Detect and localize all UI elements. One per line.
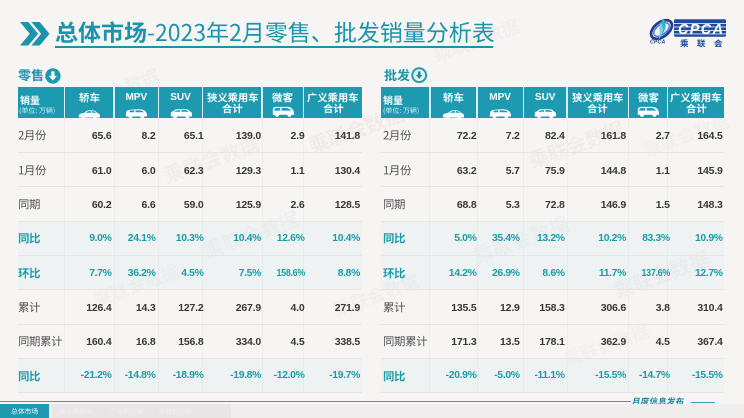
svg-text:CPCA: CPCA: [678, 22, 723, 38]
svg-text:CPCA: CPCA: [650, 40, 665, 46]
